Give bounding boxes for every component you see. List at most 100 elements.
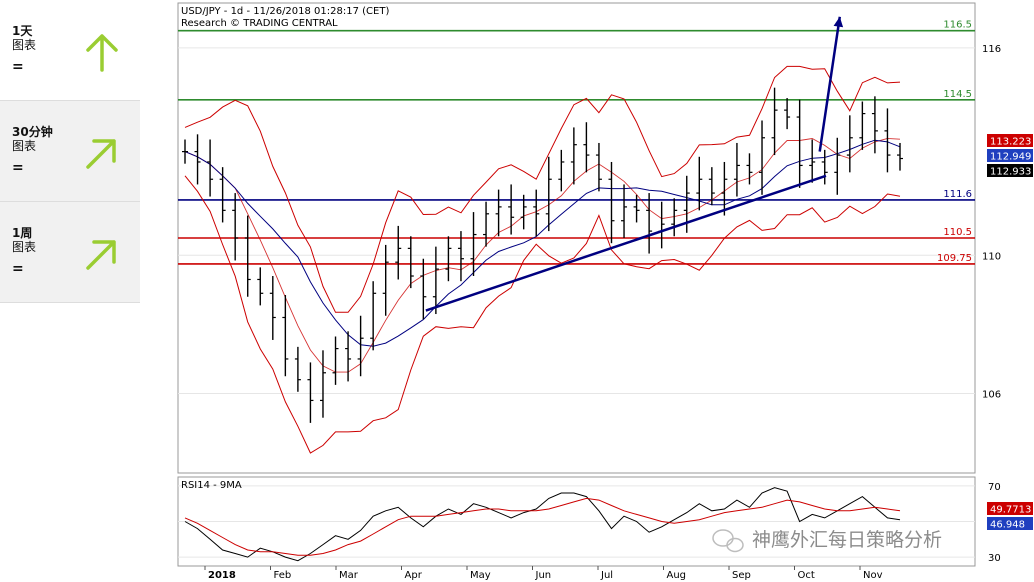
price-bar bbox=[583, 122, 590, 173]
x-tick-label: Nov bbox=[863, 570, 883, 581]
watermark-text: 神鹰外汇每日策略分析 bbox=[752, 529, 942, 551]
x-axis: 2018 Feb Mar Apr May Jun Jul Aug Sep Oct Nov bbox=[204, 566, 883, 581]
price-badge-box bbox=[987, 134, 1033, 147]
price-badge-box bbox=[987, 164, 1033, 177]
rsi-title: RSI14 - 9MA bbox=[181, 480, 242, 491]
arrow-up-right-icon bbox=[86, 240, 116, 270]
price-bar bbox=[545, 156, 552, 232]
price-bar bbox=[671, 198, 678, 237]
price-bar bbox=[721, 161, 728, 216]
chart-subtitle: Research © TRADING CENTRAL bbox=[181, 18, 338, 29]
price-tick-label: 116 bbox=[982, 44, 1001, 55]
price-bar bbox=[570, 127, 577, 185]
rsi-tick-label: 70 bbox=[988, 482, 1001, 493]
x-tick-label: Oct bbox=[798, 570, 815, 581]
timeframe-value: = bbox=[12, 261, 24, 277]
price-bar bbox=[533, 189, 540, 237]
price-bar bbox=[445, 236, 452, 282]
price-bar bbox=[796, 99, 803, 188]
rsi-tick-label: 30 bbox=[988, 553, 1001, 564]
timeframe-period: 1天 bbox=[12, 24, 33, 38]
price-bar bbox=[595, 142, 602, 192]
price-bar bbox=[345, 331, 352, 382]
price-bar bbox=[733, 142, 740, 197]
timeframe-30m[interactable]: 30分钟 图表 = bbox=[0, 101, 140, 202]
x-tick-label: 2018 bbox=[208, 570, 236, 581]
timeframe-label: 图表 bbox=[12, 240, 37, 254]
price-bar bbox=[696, 156, 703, 211]
x-tick-label: May bbox=[470, 570, 491, 581]
price-bar bbox=[483, 201, 490, 247]
price-bar bbox=[608, 161, 615, 244]
rsi-badge: 46.948 bbox=[987, 517, 1033, 531]
timeframe-1d[interactable]: 1天 图表 = bbox=[0, 0, 140, 101]
x-tick-label: Sep bbox=[732, 570, 751, 581]
chart-title: USD/JPY - 1d - 11/26/2018 01:28:17 (CET) bbox=[181, 6, 389, 17]
price-bar bbox=[382, 244, 389, 316]
x-tick-label: Aug bbox=[667, 570, 687, 581]
price-bar bbox=[784, 98, 791, 130]
price-badge: 113.223 bbox=[987, 134, 1033, 148]
rsi-panel: RSI14 - 9MA bbox=[177, 476, 976, 567]
timeframe-period: 30分钟 bbox=[12, 125, 53, 139]
timeframe-period: 1周 bbox=[12, 226, 33, 240]
x-tick-label: Feb bbox=[274, 570, 292, 581]
price-bar bbox=[746, 153, 753, 185]
price-bar bbox=[621, 184, 628, 238]
forecast-arrow-shaft bbox=[818, 16, 842, 152]
arrow-up-right-icon bbox=[86, 139, 116, 169]
price-panel: 116.5 114.5 111.6 110.5 109.75 USD/JPY - 1d … bbox=[177, 2, 976, 474]
price-badge: 112.933 bbox=[987, 164, 1033, 178]
x-tick-label: Jun bbox=[535, 570, 552, 581]
price-bar bbox=[269, 276, 276, 340]
timeframe-label: 图表 bbox=[12, 38, 37, 52]
moving-average bbox=[184, 139, 901, 347]
price-bar bbox=[207, 139, 214, 197]
trendline bbox=[425, 174, 827, 312]
level-label: 110.5 bbox=[943, 227, 972, 238]
forecast-arrow-head bbox=[833, 16, 844, 28]
price-bar bbox=[432, 246, 439, 315]
timeframe-label: 图表 bbox=[12, 139, 37, 153]
price-badge-box bbox=[987, 149, 1033, 162]
price-bar bbox=[219, 167, 226, 223]
rsi-line bbox=[184, 487, 901, 562]
rsi-ma-line bbox=[184, 497, 901, 556]
price-bar bbox=[859, 101, 866, 150]
price-bar bbox=[708, 167, 715, 206]
price-bar bbox=[294, 346, 301, 392]
price-bar bbox=[809, 139, 816, 183]
price-bar bbox=[232, 193, 239, 261]
bollinger-middle bbox=[184, 138, 901, 373]
level-label: 109.75 bbox=[937, 253, 972, 264]
price-bar bbox=[771, 87, 778, 156]
wechat-icon bbox=[712, 529, 744, 553]
price-bar bbox=[420, 258, 427, 320]
price-bar bbox=[407, 236, 414, 289]
level-label: 116.5 bbox=[943, 20, 972, 31]
arrow-up-icon bbox=[86, 34, 118, 72]
x-tick-label: Mar bbox=[339, 570, 359, 581]
chart-area: 116.5 114.5 111.6 110.5 109.75 USD/JPY - 1d … bbox=[140, 0, 1034, 582]
rsi-badge-text: 46.948 bbox=[990, 520, 1025, 531]
price-bar bbox=[646, 193, 653, 254]
timeframe-1w[interactable]: 1周 图表 = bbox=[0, 202, 140, 303]
price-bar bbox=[897, 142, 903, 171]
price-bar bbox=[884, 108, 891, 173]
price-badge-text: 113.223 bbox=[990, 137, 1031, 148]
price-bar bbox=[871, 96, 878, 154]
timeframe-panel: 1天 图表 = 30分钟 图表 = 1周 图表 = bbox=[0, 0, 140, 582]
bollinger-lower bbox=[184, 175, 901, 454]
price-bar bbox=[182, 139, 188, 164]
x-tick-label: Jul bbox=[600, 570, 613, 581]
price-bar bbox=[244, 215, 251, 297]
price-bar bbox=[633, 194, 640, 223]
rsi-badge-box bbox=[987, 502, 1033, 515]
price-bar bbox=[282, 295, 289, 377]
price-bar bbox=[834, 137, 841, 195]
level-label: 111.6 bbox=[943, 189, 972, 200]
chart-background bbox=[140, 0, 1034, 582]
price-badge-text: 112.949 bbox=[990, 152, 1031, 163]
price-bar bbox=[319, 350, 326, 418]
price-badge-text: 112.933 bbox=[990, 167, 1031, 178]
